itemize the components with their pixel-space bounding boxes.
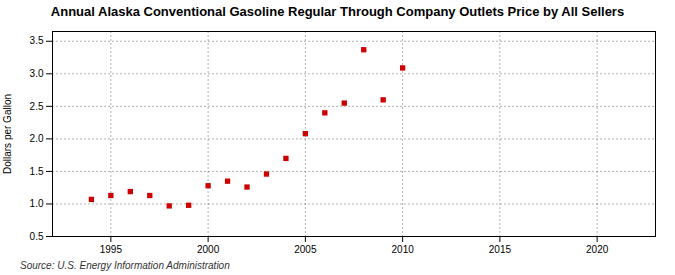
- svg-text:1.5: 1.5: [30, 166, 44, 177]
- svg-text:2015: 2015: [489, 244, 512, 255]
- html-text:Annual Alaska Conventional Gas: Annual Alaska Conventional Gasoline Regu…: [50, 4, 625, 19]
- svg-text:2010: 2010: [392, 244, 415, 255]
- svg-text:2000: 2000: [197, 244, 220, 255]
- svg-text:1995: 1995: [100, 244, 123, 255]
- svg-text:3.5: 3.5: [30, 35, 44, 46]
- svg-text:2005: 2005: [294, 244, 317, 255]
- svg-text:1.0: 1.0: [30, 198, 44, 209]
- svg-text:2.0: 2.0: [30, 133, 44, 144]
- svg-text:3.0: 3.0: [30, 68, 44, 79]
- html-text:Source: U.S. Energy Informatio: Source: U.S. Energy Information Administ…: [20, 260, 230, 271]
- svg-text:2.5: 2.5: [30, 101, 44, 112]
- svg-text:Dollars per Gallon: Dollars per Gallon: [2, 94, 13, 174]
- svg-text:0.5: 0.5: [30, 231, 44, 242]
- svg-text:2020: 2020: [586, 244, 609, 255]
